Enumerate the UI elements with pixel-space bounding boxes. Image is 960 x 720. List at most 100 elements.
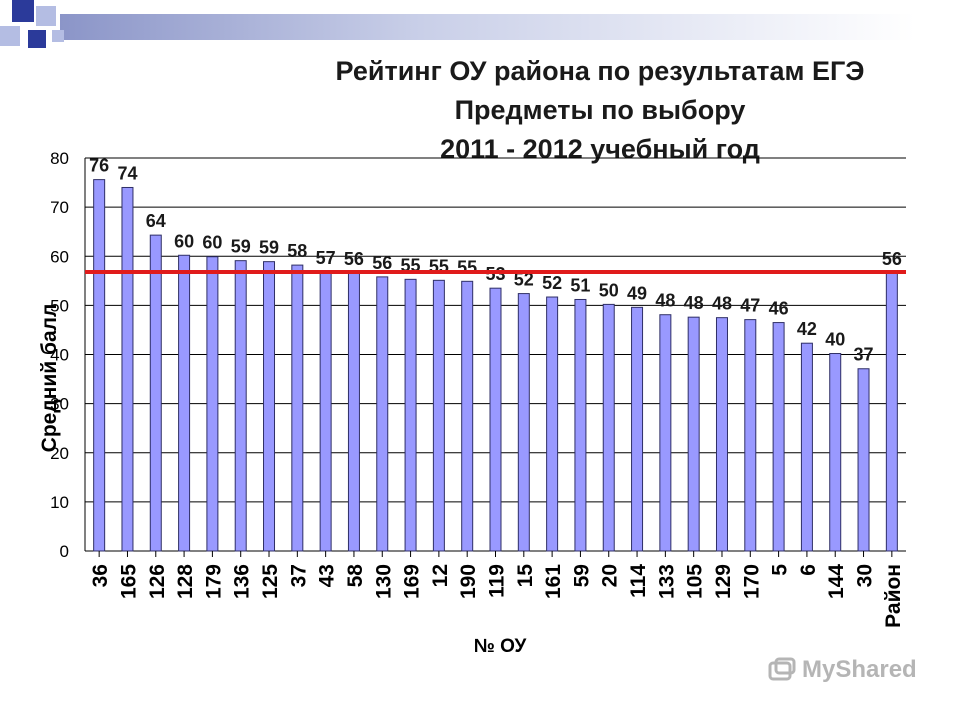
deco-square-1 (12, 0, 34, 22)
bar (319, 271, 332, 552)
x-tick-label: 43 (316, 564, 339, 587)
x-tick-label: 36 (89, 564, 112, 587)
x-tick-label: 136 (231, 564, 254, 599)
deco-square-4 (28, 30, 46, 48)
deco-square-5 (52, 30, 64, 42)
data-label: 50 (599, 280, 619, 300)
title-line-2: Предметы по выбору (454, 95, 746, 125)
title-line-3: 2011 - 2012 учебный год (440, 134, 760, 164)
data-label: 48 (655, 291, 675, 311)
data-label: 47 (740, 296, 760, 316)
bar (574, 298, 587, 552)
x-tick-label: 161 (542, 564, 565, 599)
bar (885, 272, 898, 552)
data-label: 56 (372, 253, 392, 273)
deco-square-2 (36, 6, 56, 26)
header-gradient-bar (60, 14, 960, 40)
x-tick-label: 126 (146, 564, 169, 599)
x-tick-label: 165 (117, 564, 140, 599)
x-tick-label: 12 (429, 564, 452, 587)
data-label: 64 (146, 211, 166, 231)
x-tick-label: 133 (655, 564, 678, 599)
data-label: 56 (344, 249, 364, 269)
bar (376, 276, 389, 552)
x-tick-label: 15 (514, 564, 537, 588)
x-tick-label: 37 (287, 564, 310, 587)
data-label: 49 (627, 283, 647, 303)
y-tick-label: 60 (50, 247, 69, 266)
bar (715, 317, 728, 552)
data-label: 48 (684, 293, 704, 313)
bar (659, 314, 672, 552)
y-tick-label: 70 (50, 198, 69, 217)
data-label: 56 (882, 249, 902, 269)
bar (121, 186, 134, 552)
data-label: 76 (89, 156, 109, 176)
data-label: 42 (797, 319, 817, 339)
x-tick-label: 144 (825, 564, 848, 599)
x-tick-label: 30 (854, 564, 877, 587)
data-label: 74 (117, 163, 137, 183)
bar (772, 322, 785, 552)
data-label: 52 (514, 270, 534, 290)
bar (206, 256, 219, 552)
bar (263, 261, 276, 552)
y-tick-label: 20 (50, 444, 69, 463)
x-tick-label: 179 (202, 564, 225, 599)
x-tick-label: 5 (769, 564, 792, 576)
x-tick-label: 105 (684, 564, 707, 599)
x-tick-label: 58 (344, 564, 367, 588)
bar (687, 316, 700, 552)
watermark: MyShared (768, 656, 917, 684)
bar (602, 303, 615, 552)
title-line-1: Рейтинг ОУ района по результатам ЕГЭ (335, 56, 865, 86)
x-tick-label: 129 (712, 564, 735, 599)
data-label: 58 (287, 241, 307, 261)
bar (291, 264, 304, 552)
bar (489, 287, 502, 552)
bar (178, 254, 191, 552)
x-tick-label: 20 (599, 564, 622, 587)
y-axis-title: Средний балл (38, 304, 61, 453)
bar (744, 319, 757, 552)
y-tick-label: 40 (50, 346, 69, 365)
bar (800, 342, 813, 552)
x-tick-label: 119 (486, 564, 509, 598)
watermark-text: MyShared (802, 656, 917, 683)
data-label: 55 (457, 257, 477, 277)
x-tick-label: 128 (174, 564, 197, 599)
x-tick-label: 170 (740, 564, 763, 599)
y-tick-label: 50 (50, 296, 69, 315)
y-tick-label: 80 (50, 149, 69, 168)
bar (93, 179, 106, 552)
data-label: 59 (231, 237, 251, 257)
bar (234, 260, 247, 552)
x-tick-label: 59 (570, 564, 593, 587)
bar (857, 368, 870, 552)
bar (829, 353, 842, 552)
data-label: 59 (259, 238, 279, 258)
x-tick-label: 169 (401, 564, 424, 599)
logo-icon (768, 657, 796, 681)
y-tick-label: 10 (50, 493, 69, 512)
bar (347, 272, 360, 552)
x-axis-title: № ОУ (474, 636, 527, 657)
bar (432, 279, 445, 552)
data-label: 57 (316, 248, 336, 268)
bar (546, 296, 559, 552)
data-label: 60 (202, 233, 222, 253)
x-tick-label: 125 (259, 564, 282, 599)
x-tick-label: 130 (372, 564, 395, 599)
bar (631, 306, 644, 552)
y-tick-label: 0 (60, 542, 69, 561)
data-label: 46 (769, 299, 789, 319)
data-label: 40 (825, 330, 845, 350)
data-label: 53 (485, 264, 505, 284)
data-label: 37 (854, 345, 874, 365)
x-tick-label: Район (882, 564, 905, 628)
slide-title: Рейтинг ОУ района по результатам ЕГЭ Пре… (250, 52, 950, 169)
y-tick-label: 30 (50, 395, 69, 414)
data-label: 52 (542, 273, 562, 293)
bar (517, 293, 530, 552)
x-tick-label: 114 (627, 564, 650, 598)
